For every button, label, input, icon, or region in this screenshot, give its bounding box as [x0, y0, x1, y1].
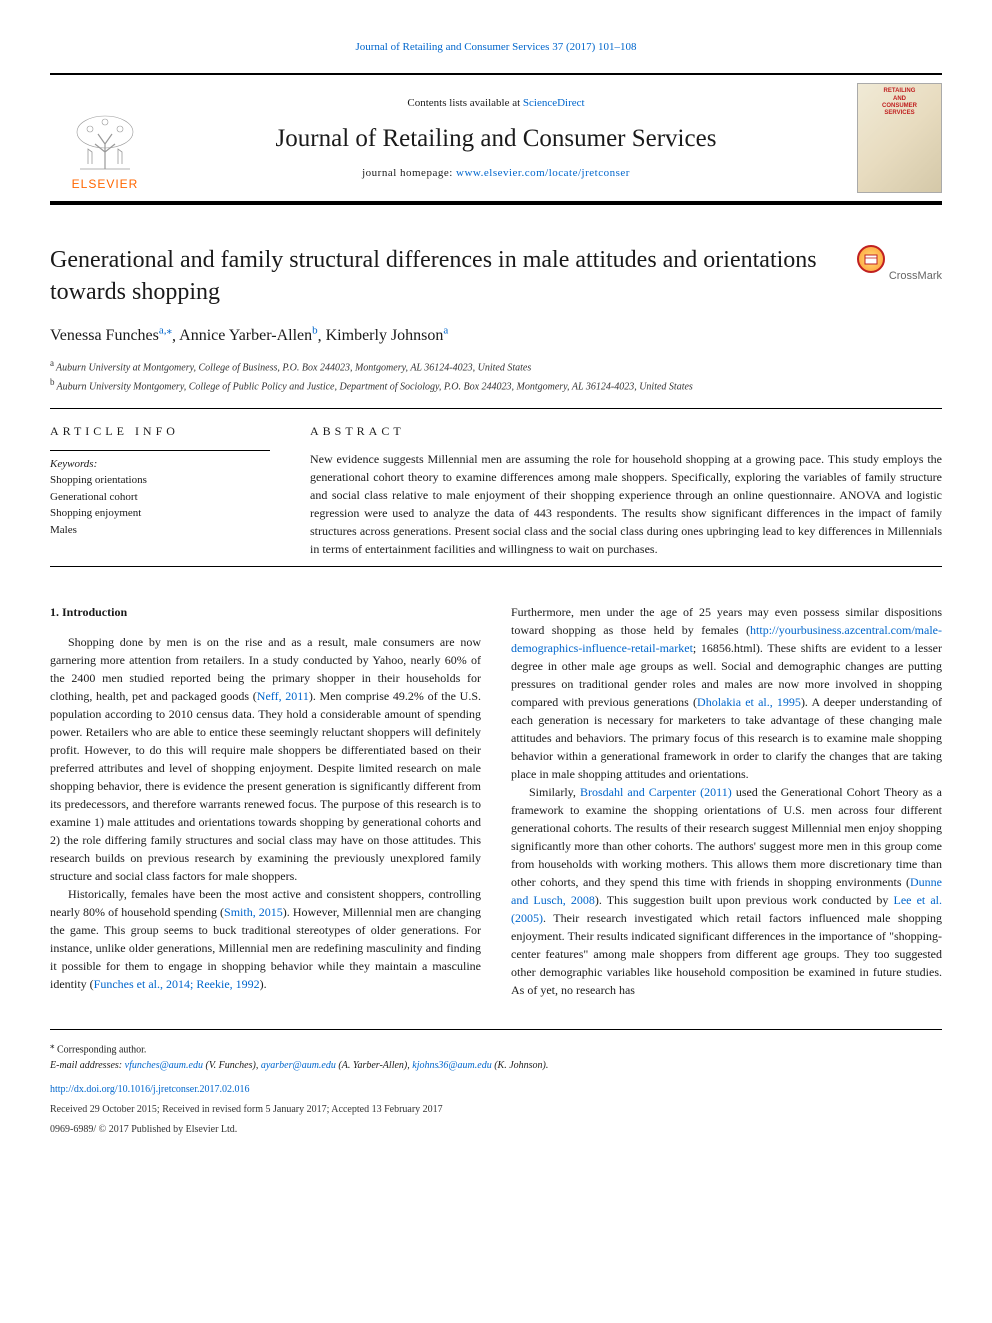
sciencedirect-link[interactable]: ScienceDirect	[523, 97, 585, 109]
masthead-center: Contents lists available at ScienceDirec…	[160, 90, 832, 188]
email-addresses-line: E-mail addresses: vfunches@aum.edu (V. F…	[50, 1058, 942, 1074]
section-heading: 1. Introduction	[50, 603, 481, 621]
abstract-header: ABSTRACT	[310, 423, 942, 440]
authors-line: Venessa Funchesa,⁎, Annice Yarber-Allenb…	[50, 324, 942, 348]
citation-link[interactable]: Neff, 2011	[257, 689, 309, 703]
citation-link[interactable]: Smith, 2015	[224, 905, 283, 919]
contents-prefix: Contents lists available at	[407, 97, 522, 109]
affiliations: aAuburn University at Montgomery, Colleg…	[50, 357, 942, 394]
abstract-text: New evidence suggests Millennial men are…	[310, 450, 942, 558]
body-columns: 1. Introduction Shopping done by men is …	[50, 603, 942, 999]
keyword-4: Males	[50, 522, 270, 539]
contents-line: Contents lists available at ScienceDirec…	[160, 96, 832, 111]
article-title: Generational and family structural diffe…	[50, 245, 842, 307]
citation-link[interactable]: Brosdahl and Carpenter (2011)	[580, 785, 732, 799]
homepage-line: journal homepage: www.elsevier.com/locat…	[160, 166, 832, 181]
copyright-line: 0969-6989/ © 2017 Published by Elsevier …	[50, 1122, 942, 1138]
article-info-header: ARTICLE INFO	[50, 423, 270, 440]
citation-link[interactable]: Dholakia et al., 1995	[697, 695, 801, 709]
journal-cover-block: RETAILING AND CONSUMER SERVICES	[832, 83, 942, 193]
crossmark-badge[interactable]: CrossMark	[842, 245, 942, 307]
homepage-link[interactable]: www.elsevier.com/locate/jretconser	[456, 167, 630, 179]
author-2: Annice Yarber-Allenb	[179, 327, 317, 344]
doi-link[interactable]: http://dx.doi.org/10.1016/j.jretconser.2…	[50, 1082, 942, 1098]
body-paragraph: Similarly, Brosdahl and Carpenter (2011)…	[511, 783, 942, 999]
citation-link[interactable]: Journal of Retailing and Consumer Servic…	[355, 41, 636, 53]
crossmark-label: CrossMark	[889, 269, 942, 284]
cover-label-3: CONSUMER	[882, 103, 917, 110]
footer: ⁎ Corresponding author. E-mail addresses…	[50, 1029, 942, 1138]
masthead: ELSEVIER Contents lists available at Sci…	[50, 73, 942, 205]
crossmark-icon	[857, 245, 885, 273]
citation-header: Journal of Retailing and Consumer Servic…	[50, 40, 942, 55]
body-column-left: 1. Introduction Shopping done by men is …	[50, 603, 481, 999]
email-link[interactable]: vfunches@aum.edu	[125, 1060, 203, 1071]
affiliation-b: Auburn University Montgomery, College of…	[57, 381, 693, 392]
body-column-right: Furthermore, men under the age of 25 yea…	[511, 603, 942, 999]
publisher-logo-block: ELSEVIER	[50, 84, 160, 193]
cover-label-4: SERVICES	[882, 110, 917, 117]
article-info-column: ARTICLE INFO Keywords: Shopping orientat…	[50, 423, 270, 558]
divider	[50, 566, 942, 567]
keyword-3: Shopping enjoyment	[50, 505, 270, 522]
info-divider	[50, 450, 270, 451]
homepage-prefix: journal homepage:	[362, 167, 456, 179]
body-paragraph: Furthermore, men under the age of 25 yea…	[511, 603, 942, 783]
author-1: Venessa Funchesa,⁎	[50, 327, 172, 344]
journal-title: Journal of Retailing and Consumer Servic…	[160, 121, 832, 156]
keywords-label: Keywords:	[50, 457, 270, 472]
body-paragraph: Shopping done by men is on the rise and …	[50, 633, 481, 885]
email-link[interactable]: ayarber@aum.edu	[261, 1060, 336, 1071]
journal-cover-thumbnail: RETAILING AND CONSUMER SERVICES	[857, 83, 942, 193]
keyword-1: Shopping orientations	[50, 472, 270, 489]
cover-label-2: AND	[882, 96, 917, 103]
corresponding-author-note: ⁎ Corresponding author.	[50, 1038, 942, 1058]
email-link[interactable]: kjohns36@aum.edu	[412, 1060, 491, 1071]
affiliation-a: Auburn University at Montgomery, College…	[56, 363, 531, 374]
cover-label-1: RETAILING	[882, 88, 917, 95]
citation-link[interactable]: Funches et al., 2014; Reekie, 1992	[94, 977, 260, 991]
elsevier-tree-icon	[60, 84, 150, 174]
body-paragraph: Historically, females have been the most…	[50, 885, 481, 993]
keyword-2: Generational cohort	[50, 489, 270, 506]
author-3: Kimberly Johnsona	[326, 327, 449, 344]
elsevier-wordmark: ELSEVIER	[72, 176, 139, 193]
received-dates: Received 29 October 2015; Received in re…	[50, 1102, 942, 1118]
abstract-column: ABSTRACT New evidence suggests Millennia…	[310, 423, 942, 558]
